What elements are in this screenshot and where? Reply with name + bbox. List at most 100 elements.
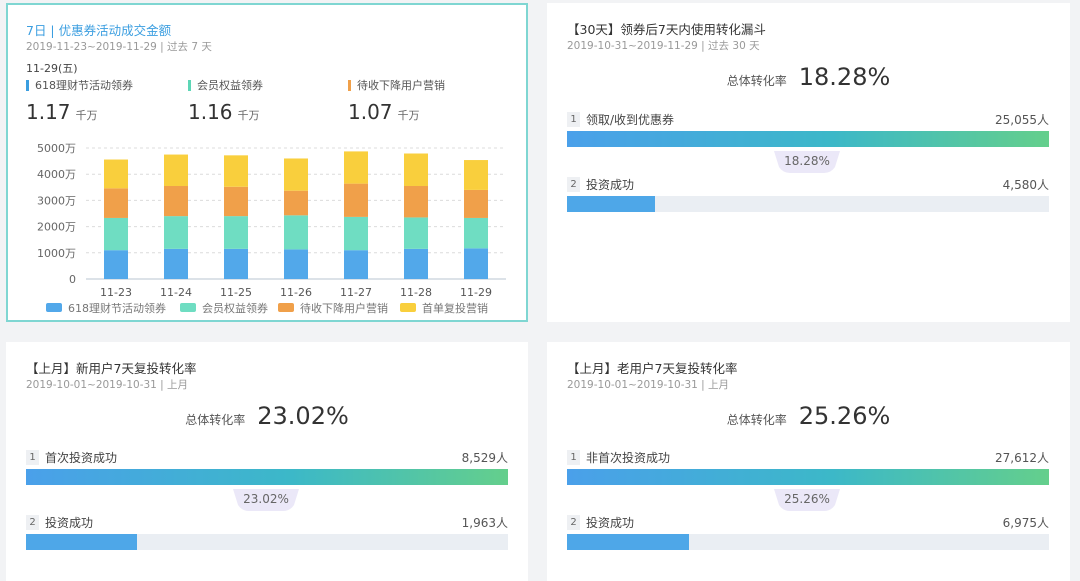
- funnel-step-2-value: 4,580人: [1002, 178, 1049, 192]
- x-tick-label: 11-24: [160, 286, 192, 299]
- funnel-card-30d[interactable]: 【30天】领券后7天内使用转化漏斗 2019-10-31~2019-11-29 …: [547, 3, 1070, 322]
- card-subtitle: 2019-10-01~2019-10-31 | 上月: [567, 379, 730, 391]
- funnel-step-2-label: 2 投资成功: [567, 514, 634, 531]
- metric-value: 1.07: [348, 100, 393, 124]
- overall-rate-label: 总体转化率: [726, 413, 787, 427]
- conversion-badge: 18.28%: [774, 151, 840, 173]
- hover-date: 11-29(五): [26, 62, 78, 75]
- overall-rate-value: 25.26%: [798, 402, 891, 430]
- step-number: 1: [567, 112, 580, 127]
- funnel-step-1-label: 1 领取/收到优惠券: [567, 111, 674, 128]
- bar-segment: [344, 216, 368, 251]
- bar-segment: [104, 217, 128, 251]
- bar-segment: [284, 158, 308, 191]
- bar-segment: [224, 216, 248, 249]
- bar-segment: [224, 248, 248, 279]
- bar-segment: [464, 217, 488, 249]
- overall-rate: 总体转化率 18.28%: [547, 63, 1070, 91]
- bar-segment: [224, 155, 248, 187]
- step-name: 首次投资成功: [45, 451, 118, 465]
- legend-label: 会员权益领券: [202, 301, 268, 315]
- x-tick-label: 11-23: [100, 286, 132, 299]
- step-number: 2: [567, 515, 580, 530]
- legend-swatch: [400, 303, 416, 312]
- legend-swatch: [180, 303, 196, 312]
- conversion-value: 23.02%: [243, 492, 289, 506]
- y-tick-label: 4000万: [37, 168, 76, 181]
- funnel-step-1-bar: [26, 469, 508, 485]
- bar-segment: [404, 153, 428, 186]
- step-number: 1: [567, 450, 580, 465]
- conversion-badge: 25.26%: [774, 489, 840, 511]
- funnel-step-2-value: 1,963人: [461, 516, 508, 530]
- metric-label: 618理财节活动领券: [35, 79, 133, 92]
- bar-segment: [224, 186, 248, 217]
- y-tick-label: 5000万: [37, 142, 76, 155]
- bar-segment: [404, 248, 428, 279]
- card-subtitle: 2019-10-31~2019-11-29 | 过去 30 天: [567, 40, 760, 52]
- step-name: 投资成功: [45, 516, 94, 530]
- bar-segment: [464, 160, 488, 190]
- metric-label: 会员权益领券: [197, 79, 263, 92]
- bar-segment: [344, 250, 368, 279]
- bar-segment: [104, 250, 128, 279]
- metric-label: 待收下降用户营销: [357, 79, 445, 92]
- bar-segment: [164, 185, 188, 217]
- funnel-step-2-bar: [567, 534, 689, 550]
- bar-segment: [284, 249, 308, 279]
- bar-segment: [344, 183, 368, 217]
- legend-item[interactable]: 首单复投营销: [400, 301, 488, 315]
- card-title: 7日 | 优惠券活动成交金额: [26, 23, 172, 38]
- funnel-step-1-label: 1 非首次投资成功: [567, 449, 670, 466]
- y-tick-label: 1000万: [37, 247, 76, 260]
- x-tick-label: 11-28: [400, 286, 432, 299]
- x-tick-label: 11-27: [340, 286, 372, 299]
- legend-item[interactable]: 会员权益领券: [180, 301, 268, 315]
- overall-rate-value: 18.28%: [798, 63, 891, 91]
- legend-item[interactable]: 待收下降用户营销: [278, 301, 388, 315]
- funnel-step-2-value: 6,975人: [1002, 516, 1049, 530]
- metric-unit: 千万: [75, 109, 98, 122]
- coupon-revenue-card[interactable]: 7日 | 优惠券活动成交金额 2019-11-23~2019-11-29 | 过…: [6, 3, 528, 322]
- card-title: 【上月】新用户7天复投转化率: [26, 361, 197, 376]
- bar-segment: [164, 248, 188, 279]
- y-tick-label: 2000万: [37, 221, 76, 234]
- step-name: 领取/收到优惠券: [586, 113, 675, 127]
- conversion-badge: 23.02%: [233, 489, 299, 511]
- funnel-step-2-bar: [567, 196, 656, 212]
- step-number: 2: [26, 515, 39, 530]
- new-user-reinvest-card[interactable]: 【上月】新用户7天复投转化率 2019-10-01~2019-10-31 | 上…: [6, 342, 528, 581]
- legend-label: 首单复投营销: [422, 301, 488, 315]
- step-number: 1: [26, 450, 39, 465]
- overall-rate-label: 总体转化率: [185, 413, 246, 427]
- funnel-step-2-bar: [26, 534, 137, 550]
- legend-item[interactable]: 618理财节活动领券: [46, 301, 166, 315]
- x-tick-label: 11-26: [280, 286, 312, 299]
- card-title: 【30天】领券后7天内使用转化漏斗: [567, 22, 766, 37]
- overall-rate: 总体转化率 23.02%: [6, 402, 528, 430]
- old-user-reinvest-card[interactable]: 【上月】老用户7天复投转化率 2019-10-01~2019-10-31 | 上…: [547, 342, 1070, 581]
- bar-segment: [104, 159, 128, 189]
- y-tick-label: 3000万: [37, 194, 76, 207]
- funnel-step-2-track: [567, 534, 1049, 550]
- funnel-step-1-value: 8,529人: [461, 451, 508, 465]
- step-name: 投资成功: [586, 178, 635, 192]
- legend-swatch: [46, 303, 62, 312]
- y-tick-label: 0: [69, 273, 76, 286]
- overall-rate-label: 总体转化率: [726, 74, 787, 88]
- step-name: 投资成功: [586, 516, 635, 530]
- metric-value: 1.17: [26, 100, 71, 124]
- funnel-step-2-track: [567, 196, 1049, 212]
- legend-label: 618理财节活动领券: [68, 301, 166, 315]
- bar-segment: [164, 216, 188, 249]
- bar-segment: [404, 217, 428, 249]
- metric-decline: 待收下降用户营销 1.07 千万: [348, 77, 445, 124]
- bar-segment: [464, 189, 488, 218]
- overall-rate-value: 23.02%: [257, 402, 349, 430]
- stacked-bar-chart[interactable]: 0 1000万 2000万 3000万 4000万 5000万 11-23 11-24 11-2…: [8, 5, 526, 320]
- conversion-value: 25.26%: [784, 492, 830, 506]
- metric-member: 会员权益领券 1.16 千万: [188, 77, 263, 124]
- bar-segment: [104, 188, 128, 218]
- metric-color-marker: [188, 79, 191, 91]
- card-title: 【上月】老用户7天复投转化率: [567, 361, 738, 376]
